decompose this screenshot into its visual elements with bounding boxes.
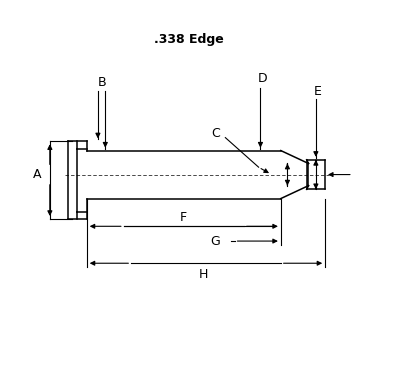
- Text: .338 Edge: .338 Edge: [154, 33, 223, 46]
- Text: F: F: [179, 210, 186, 224]
- Text: H: H: [199, 268, 208, 281]
- Text: A: A: [33, 168, 41, 181]
- Text: C: C: [212, 128, 221, 140]
- Text: E: E: [314, 85, 322, 98]
- Text: G: G: [210, 235, 220, 248]
- Text: B: B: [97, 76, 106, 89]
- Text: D: D: [257, 72, 267, 85]
